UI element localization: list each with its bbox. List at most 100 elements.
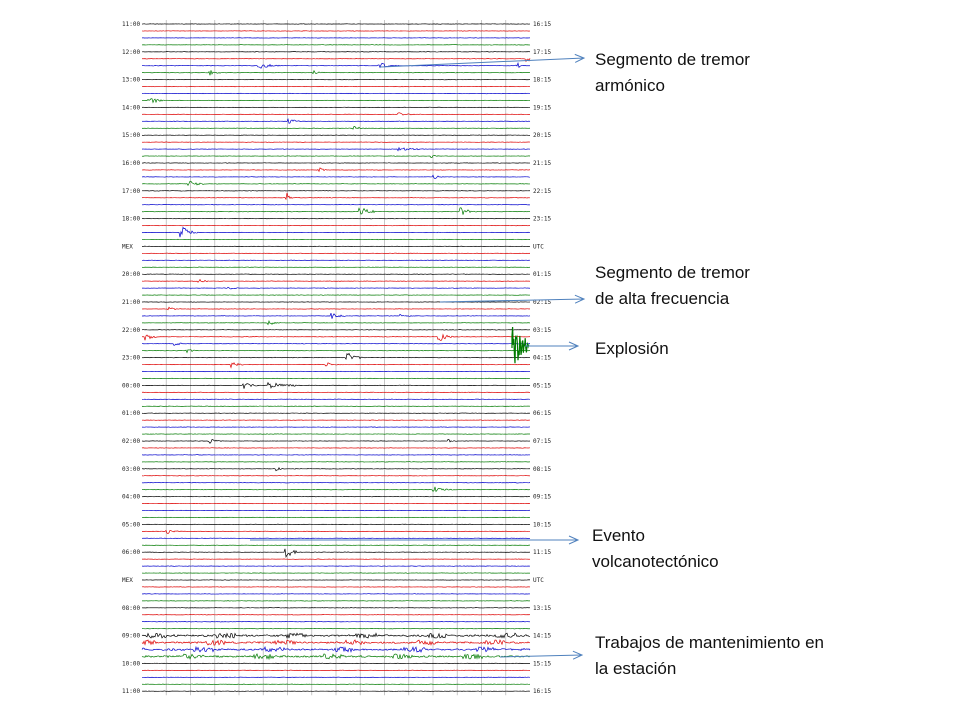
- time-label-left: 11:00: [122, 688, 140, 695]
- time-label-left: 22:00: [122, 327, 140, 334]
- trace-line: [141, 398, 531, 400]
- trace-line: [141, 461, 531, 463]
- trace-line: [141, 676, 531, 678]
- time-label-left: 21:00: [122, 299, 140, 306]
- time-labels: 11:00 12:00 13:00 14:00 15:00 16:00 17:00 18:00…: [122, 21, 551, 695]
- trace-line: [141, 391, 531, 394]
- trace-line: [141, 134, 531, 136]
- trace-line: [141, 523, 531, 526]
- time-label-left: 02:00: [122, 438, 140, 445]
- time-label-left: 11:00: [122, 21, 140, 28]
- time-label-right: 01:15: [533, 271, 551, 278]
- trace-line: [141, 586, 531, 588]
- trace-line: [141, 207, 531, 215]
- trace-line: [141, 224, 531, 227]
- trace-line: [141, 78, 531, 81]
- arrow-mantenimiento-head: [572, 650, 584, 660]
- trace-line: [141, 278, 531, 283]
- trace-line: [141, 306, 531, 311]
- trace-line: [141, 509, 531, 512]
- trace-line: [141, 51, 531, 53]
- annotation-tremor-alta-frecuencia: Segmento de tremor de alta frecuencia: [595, 260, 750, 312]
- trace-line: [141, 252, 531, 254]
- time-label-right: 08:15: [533, 466, 551, 473]
- time-label-right: 09:15: [533, 494, 551, 501]
- trace-line: [141, 447, 531, 449]
- trace-line: [141, 238, 531, 241]
- time-label-right: 04:15: [533, 355, 551, 362]
- annotation-line: la estación: [595, 659, 677, 678]
- time-label-right: 17:15: [533, 49, 551, 56]
- time-label-left: MEX: [122, 577, 133, 584]
- time-label-left: 01:00: [122, 410, 140, 417]
- trace-line: [141, 405, 531, 407]
- time-label-left: 04:00: [122, 494, 140, 501]
- trace-line: [141, 167, 531, 173]
- trace-line: [141, 58, 531, 63]
- time-label-right: 16:15: [533, 688, 551, 695]
- time-label-right: 10:15: [533, 521, 551, 528]
- trace-line: [141, 467, 531, 472]
- trace-line: [141, 516, 531, 519]
- trace-line: [141, 217, 531, 220]
- time-label-right: UTC: [533, 577, 544, 584]
- trace-line: [141, 475, 531, 477]
- trace-line: [141, 572, 531, 574]
- trace-line: [141, 141, 531, 143]
- annotation-line: Segmento de tremor: [595, 263, 750, 282]
- trace-line: [141, 226, 531, 238]
- trace-line: [141, 23, 531, 25]
- arrow-tremor-alta-frecuencia-head: [574, 294, 586, 304]
- trace-line: [142, 286, 531, 290]
- arrow-tremor-alta-frecuencia: [439, 298, 585, 303]
- time-label-right: UTC: [533, 243, 544, 250]
- time-label-left: 12:00: [122, 49, 140, 56]
- time-label-left: 14:00: [122, 104, 140, 111]
- time-label-left: 00:00: [122, 382, 140, 389]
- trace-line: [141, 544, 530, 546]
- trace-line: [141, 639, 531, 646]
- annotation-arrows: [250, 53, 586, 660]
- trace-line: [141, 653, 531, 661]
- annotation-line: Segmento de tremor: [595, 50, 750, 69]
- time-label-right: 16:15: [533, 21, 551, 28]
- trace-line: [141, 486, 531, 493]
- trace-line: [141, 320, 531, 326]
- time-label-left: 03:00: [122, 466, 140, 473]
- time-label-right: 06:15: [533, 410, 551, 417]
- annotation-line: Trabajos de mantenimiento en: [595, 633, 825, 652]
- time-label-right: 21:15: [533, 160, 551, 167]
- arrow-tremor-armonico-head: [574, 53, 586, 63]
- time-label-right: 18:15: [533, 77, 551, 84]
- annotation-volcanotectonico: Evento volcanotectónico: [592, 523, 719, 575]
- trace-line: [141, 419, 531, 421]
- trace-line: [141, 44, 531, 46]
- time-label-left: 15:00: [122, 132, 140, 139]
- trace-line: [141, 669, 531, 672]
- arrow-tremor-armonico: [379, 57, 585, 68]
- trace-line: [141, 155, 531, 158]
- trace-line: [141, 69, 531, 76]
- trace-line: [141, 662, 531, 665]
- trace-line: [141, 683, 531, 685]
- annotation-line: Evento: [592, 526, 645, 545]
- time-label-right: 07:15: [533, 438, 551, 445]
- time-label-right: 03:15: [533, 327, 551, 334]
- annotation-tremor-armonico: Segmento de tremor armónico: [595, 47, 750, 99]
- trace-line: [141, 454, 531, 456]
- trace-line: [141, 342, 531, 346]
- trace-line: [141, 329, 531, 331]
- time-label-right: 05:15: [533, 382, 551, 389]
- trace-line: [141, 537, 531, 539]
- explosion-burst: [511, 326, 530, 364]
- trace-line: [141, 192, 531, 201]
- trace-line: [141, 412, 531, 414]
- annotation-mantenimiento: Trabajos de mantenimiento en la estación: [595, 630, 824, 682]
- trace-line: [141, 146, 531, 152]
- time-label-left: 10:00: [122, 660, 140, 667]
- trace-line: [141, 614, 531, 616]
- time-label-left: 08:00: [122, 605, 140, 612]
- trace-line: [141, 112, 531, 116]
- trace-line: [141, 690, 531, 692]
- time-label-right: 22:15: [533, 188, 551, 195]
